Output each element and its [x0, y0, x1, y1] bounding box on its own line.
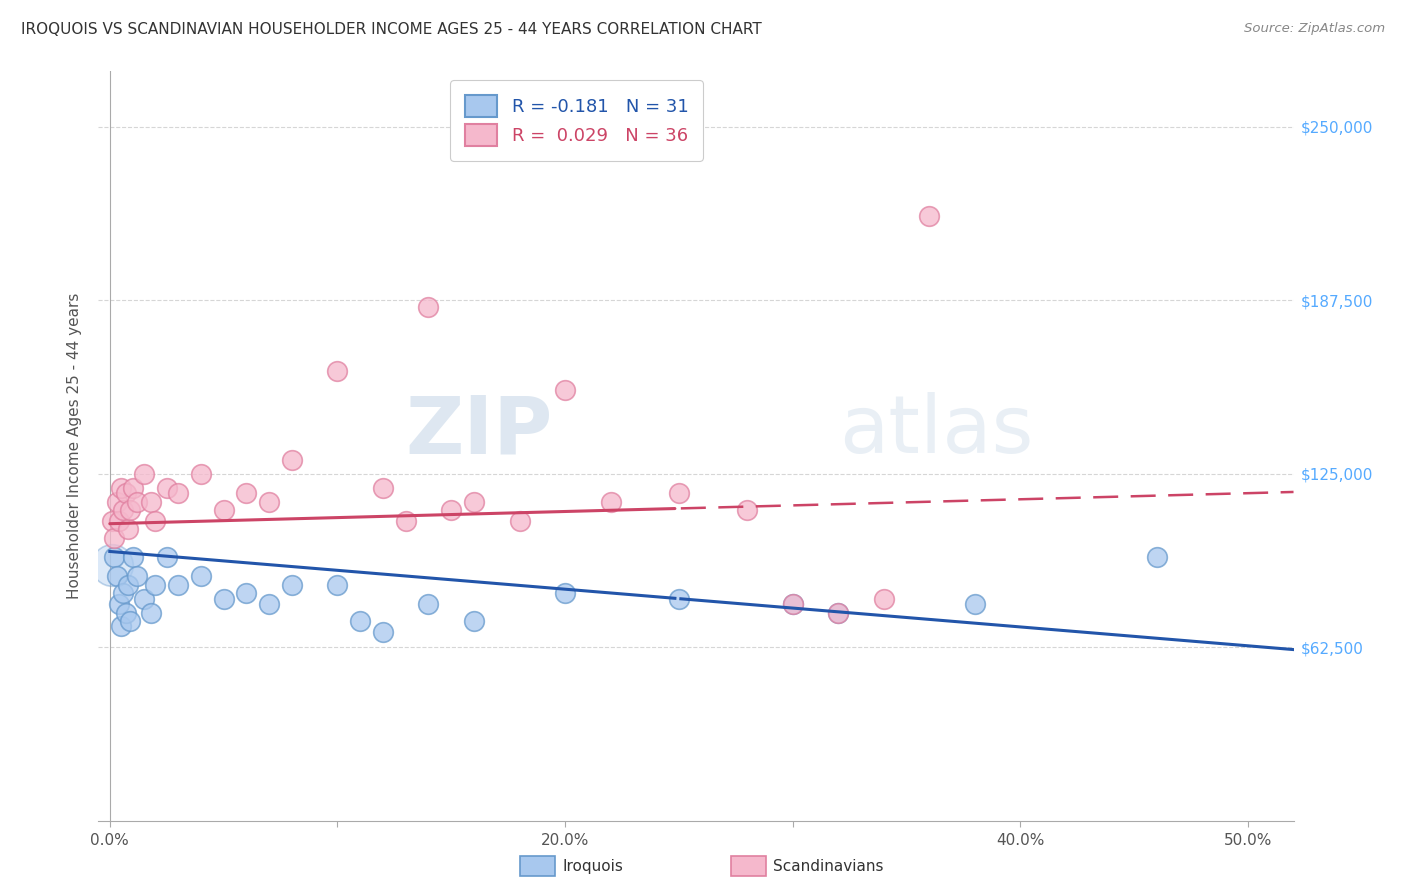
Point [143, 578, 166, 592]
Point [668, 591, 690, 606]
Point [281, 453, 304, 467]
Point [735, 503, 758, 517]
Point [139, 494, 162, 508]
Point [117, 522, 139, 536]
Point [463, 494, 485, 508]
Point [110, 481, 132, 495]
Point [371, 624, 394, 639]
Point [121, 481, 143, 495]
Point [1146, 549, 1168, 564]
Point [418, 300, 440, 314]
Point [114, 486, 136, 500]
Point [782, 597, 804, 611]
Point [190, 569, 212, 583]
Point [371, 481, 394, 495]
Point [167, 486, 190, 500]
Text: Iroquois: Iroquois [562, 859, 623, 873]
Point [117, 578, 139, 592]
Point [156, 549, 179, 564]
Point [120, 614, 142, 628]
Text: atlas: atlas [839, 392, 1033, 470]
Point [167, 578, 190, 592]
Point [101, 558, 124, 573]
Point [326, 578, 349, 592]
Point [418, 597, 440, 611]
Point [143, 514, 166, 528]
Point [668, 486, 690, 500]
Point [121, 549, 143, 564]
Point [395, 514, 418, 528]
Point [190, 467, 212, 481]
Point [114, 606, 136, 620]
Text: IROQUOIS VS SCANDINAVIAN HOUSEHOLDER INCOME AGES 25 - 44 YEARS CORRELATION CHART: IROQUOIS VS SCANDINAVIAN HOUSEHOLDER INC… [21, 22, 762, 37]
Point [918, 209, 941, 223]
Point [827, 606, 849, 620]
Legend: R = -0.181   N = 31, R =  0.029   N = 36: R = -0.181 N = 31, R = 0.029 N = 36 [450, 80, 703, 161]
Point [326, 364, 349, 378]
Point [349, 614, 371, 628]
Point [120, 503, 142, 517]
Point [103, 549, 125, 564]
Point [132, 467, 155, 481]
Point [127, 494, 149, 508]
Point [509, 514, 531, 528]
Point [112, 586, 135, 600]
Point [599, 494, 621, 508]
Point [463, 614, 485, 628]
Point [132, 591, 155, 606]
Point [156, 481, 179, 495]
Point [554, 384, 576, 398]
Point [112, 503, 135, 517]
Point [108, 597, 131, 611]
Text: Source: ZipAtlas.com: Source: ZipAtlas.com [1244, 22, 1385, 36]
Text: ZIP: ZIP [405, 392, 553, 470]
Point [827, 606, 849, 620]
Point [101, 514, 124, 528]
Point [782, 597, 804, 611]
Point [235, 586, 257, 600]
Point [139, 606, 162, 620]
Point [257, 494, 280, 508]
Point [103, 531, 125, 545]
Point [110, 619, 132, 633]
Point [108, 514, 131, 528]
Point [212, 591, 235, 606]
Point [105, 569, 128, 583]
Point [873, 591, 896, 606]
Point [235, 486, 257, 500]
Point [963, 597, 986, 611]
Point [212, 503, 235, 517]
Point [554, 586, 576, 600]
Text: Scandinavians: Scandinavians [773, 859, 884, 873]
Point [281, 578, 304, 592]
Point [440, 503, 463, 517]
Y-axis label: Householder Income Ages 25 - 44 years: Householder Income Ages 25 - 44 years [67, 293, 83, 599]
Point [257, 597, 280, 611]
Point [127, 569, 149, 583]
Point [105, 494, 128, 508]
